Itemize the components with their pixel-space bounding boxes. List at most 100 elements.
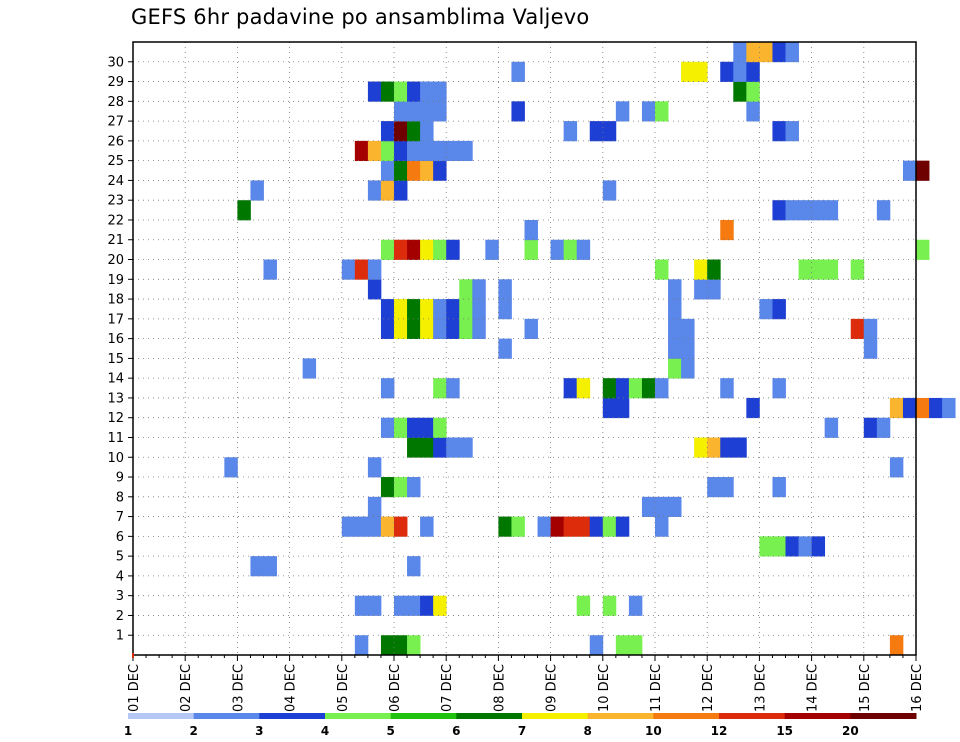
legend-swatch (653, 713, 720, 719)
heatmap-cell (420, 140, 434, 162)
y-tick-label: 16 (107, 332, 124, 347)
x-tick-label: 16 DEC (910, 664, 925, 712)
heatmap-cell (394, 140, 408, 162)
legend-label: 20 (842, 724, 859, 738)
heatmap-cell (250, 556, 264, 577)
heatmap-cell (433, 299, 447, 320)
heatmap-cell (929, 397, 943, 419)
heatmap-cell (407, 121, 421, 142)
heatmap-cell (420, 437, 434, 458)
heatmap-cell (459, 437, 473, 458)
heatmap-cell (694, 259, 708, 280)
x-tick-label: 11 DEC (649, 664, 664, 712)
heatmap-cell (433, 318, 447, 340)
heatmap-cell (420, 318, 434, 340)
heatmap-cell (407, 318, 421, 340)
heatmap-cell (655, 496, 669, 517)
heatmap-cell (876, 417, 891, 438)
heatmap-cell (628, 378, 643, 399)
heatmap-cell (498, 516, 512, 537)
heatmap-cell (707, 259, 721, 280)
heatmap-cell (367, 180, 382, 201)
heatmap-cell (863, 338, 878, 359)
y-axis: 1234567891011121314151617181920212223242… (107, 55, 133, 644)
heatmap-cell (367, 140, 382, 162)
heatmap-cell (380, 180, 395, 201)
heatmap-cell (354, 140, 369, 162)
heatmap-cell (550, 516, 565, 537)
legend-swatch (456, 713, 523, 719)
heatmap-cell (394, 81, 408, 102)
heatmap-cell (902, 397, 917, 419)
heatmap-cell (433, 101, 447, 122)
heatmap-cell (420, 516, 434, 537)
heatmap-cell (498, 338, 512, 359)
heatmap-cell (472, 318, 486, 340)
legend-swatch (587, 713, 654, 719)
heatmap-cell (341, 259, 356, 280)
heatmap-cell (602, 180, 617, 201)
y-tick-label: 7 (116, 510, 124, 525)
heatmap-cell (785, 536, 799, 557)
legend-label: 6 (452, 724, 460, 738)
heatmap-cell (394, 635, 408, 656)
x-tick-label: 02 DEC (179, 664, 194, 712)
heatmap-cell (394, 121, 408, 142)
heatmap-cell (407, 140, 421, 162)
heatmap-cell (394, 417, 408, 438)
heatmap-cell (420, 81, 434, 102)
heatmap-cell (407, 299, 421, 320)
heatmap-cell (720, 378, 734, 399)
heatmap-cell (746, 397, 760, 419)
x-tick-label: 13 DEC (753, 664, 768, 712)
heatmap-cell (407, 81, 421, 102)
heatmap-cell (720, 477, 734, 498)
heatmap-cell (641, 378, 656, 399)
heatmap-cell (576, 378, 591, 399)
heatmap-cell (863, 417, 878, 438)
legend-label: 2 (189, 724, 197, 738)
heatmap-cell (916, 239, 930, 260)
heatmap-cell (380, 417, 395, 438)
heatmap-cell (746, 42, 760, 63)
heatmap-cell (407, 556, 421, 577)
legend-swatch (259, 713, 326, 719)
y-tick-label: 8 (116, 490, 124, 505)
y-tick-label: 25 (107, 154, 124, 169)
heatmap-cell (380, 477, 395, 498)
heatmap-cell (615, 101, 630, 122)
heatmap-cell (354, 516, 369, 537)
heatmap-cell (498, 299, 512, 320)
heatmap-cell (785, 200, 799, 221)
y-tick-label: 22 (107, 213, 124, 228)
heatmap-cell (433, 437, 447, 458)
heatmap-cell (798, 259, 812, 280)
heatmap-cell (367, 457, 382, 478)
y-tick-label: 26 (107, 134, 124, 149)
heatmap-cell (563, 121, 578, 142)
heatmap-cell (367, 259, 382, 280)
heatmap-cell (420, 417, 434, 438)
color-legend: 1 2 3 4 5 6 7 8 10 12 15 20 (124, 713, 917, 738)
y-tick-label: 21 (107, 233, 124, 248)
heatmap-cell (720, 61, 734, 82)
heatmap-cell (733, 437, 747, 458)
heatmap-cell (811, 259, 826, 280)
heatmap-cell (380, 239, 395, 260)
legend-swatch (850, 713, 917, 719)
y-tick-label: 12 (107, 411, 124, 426)
heatmap-cell (694, 279, 708, 300)
heatmap-cell (681, 338, 695, 359)
heatmap-cell (433, 239, 447, 260)
legend-label: 12 (711, 724, 728, 738)
heatmap-cell (394, 299, 408, 320)
heatmap-cell (354, 259, 369, 280)
heatmap-cell (707, 279, 721, 300)
heatmap-cell (733, 42, 747, 63)
heatmap-cell (420, 160, 434, 181)
y-tick-label: 18 (107, 293, 124, 308)
heatmap-cell (380, 121, 395, 142)
heatmap-cell (824, 259, 839, 280)
heatmap-cell (746, 61, 760, 82)
heatmap-cell (798, 536, 812, 557)
